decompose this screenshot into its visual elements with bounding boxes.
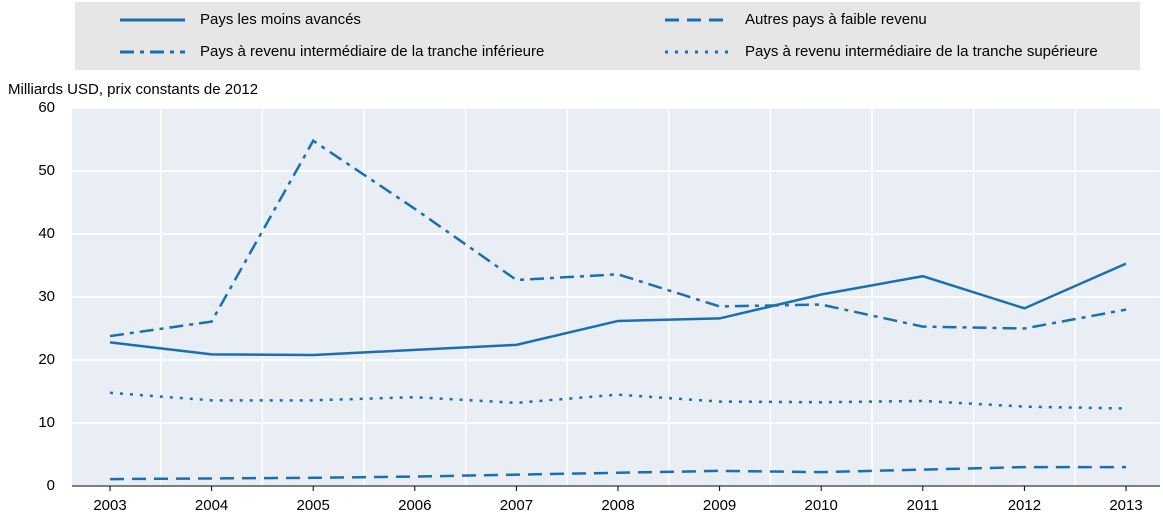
- y-tick-label: 20: [38, 351, 55, 368]
- series-line: [109, 465, 1126, 481]
- x-tick-label: 2008: [601, 497, 634, 514]
- x-tick-label: 2012: [1008, 497, 1041, 514]
- y-axis-label: Milliards USD, prix constants de 2012: [8, 81, 258, 98]
- legend-label: Pays à revenu intermédiaire de la tranch…: [200, 43, 544, 60]
- x-tick-label: 2010: [805, 497, 838, 514]
- series-line: [109, 262, 1127, 357]
- series-line: [109, 138, 1127, 338]
- legend-box: [75, 2, 1140, 70]
- x-tick-label: 2003: [93, 497, 126, 514]
- x-tick-label: 2009: [703, 497, 736, 514]
- x-tick-label: 2004: [195, 497, 228, 514]
- x-tick-label: 2005: [297, 497, 330, 514]
- y-tick-label: 10: [38, 414, 55, 431]
- y-tick-label: 0: [47, 477, 55, 494]
- legend-label: Pays à revenu intermédiaire de la tranch…: [745, 43, 1098, 60]
- legend-label: Pays les moins avancés: [200, 11, 361, 28]
- legend-label: Autres pays à faible revenu: [745, 11, 927, 28]
- x-tick-label: 2006: [398, 497, 431, 514]
- x-tick-label: 2007: [500, 497, 533, 514]
- x-tick-label: 2013: [1109, 497, 1142, 514]
- y-tick-label: 60: [38, 99, 55, 116]
- y-tick-label: 50: [38, 162, 55, 179]
- x-tick-label: 2011: [907, 497, 939, 514]
- y-tick-label: 30: [38, 288, 55, 305]
- y-tick-label: 40: [38, 225, 55, 242]
